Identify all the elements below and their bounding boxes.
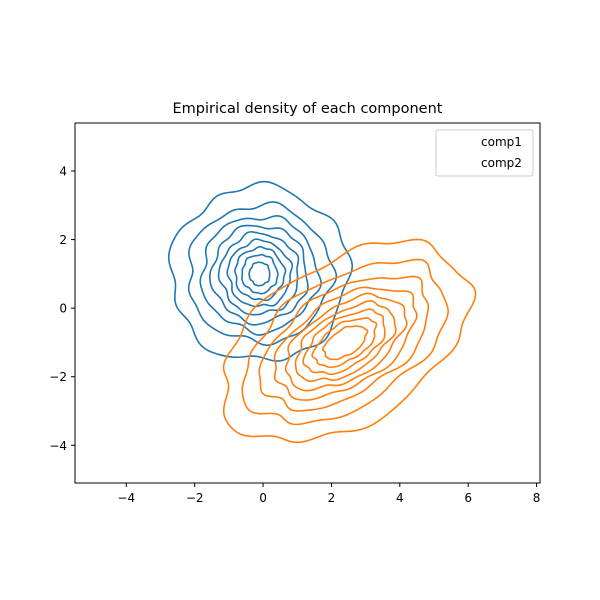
legend: comp1 comp2 <box>435 129 534 177</box>
comp2-contour-line <box>241 258 449 426</box>
x-tick-label: 4 <box>396 491 404 505</box>
x-tick-label: −2 <box>186 491 204 505</box>
x-tick-label: 8 <box>533 491 541 505</box>
comp1-contour-line <box>209 224 309 326</box>
y-tick-label: 0 <box>59 302 67 316</box>
plot-frame <box>74 122 541 484</box>
comp1-contour-line <box>234 245 287 302</box>
comp2-contour-line <box>273 286 418 401</box>
x-tick-label: 0 <box>259 491 267 505</box>
y-tick-label: −2 <box>49 370 67 384</box>
legend-label-comp1: comp1 <box>481 135 522 149</box>
x-tick-label: 2 <box>328 491 336 505</box>
comp2-contour-line <box>321 325 369 361</box>
legend-box <box>435 129 534 177</box>
comp2-contour-line <box>311 317 378 369</box>
y-tick-label: 4 <box>59 165 67 179</box>
comp1-contour-line <box>199 215 322 336</box>
contour-layer <box>167 180 477 444</box>
y-tick-label: −4 <box>49 439 67 453</box>
legend-label-comp2: comp2 <box>481 156 522 170</box>
comp1-contour-line <box>217 231 300 316</box>
y-tick-label: 2 <box>59 233 67 247</box>
chart-title: Empirical density of each component <box>173 101 443 117</box>
comp1-contour-line <box>187 201 338 347</box>
x-tick-label: −4 <box>117 491 135 505</box>
comp2-contour-line <box>294 299 397 383</box>
comp2-contour-line <box>284 292 408 392</box>
comp2-contour-line <box>222 238 477 444</box>
comp1-contour-line <box>241 253 279 295</box>
comp2-contour-line <box>302 308 386 376</box>
x-tick-label: 6 <box>464 491 472 505</box>
y-axis: −4 −2 0 2 4 <box>49 165 75 453</box>
comp1-contour-line <box>248 261 271 287</box>
x-axis: −4 −2 0 2 4 6 8 <box>117 483 540 505</box>
comp1-contour-line <box>167 180 354 362</box>
comp1-contour-line <box>226 238 294 308</box>
comp2-contour-line <box>258 275 430 412</box>
